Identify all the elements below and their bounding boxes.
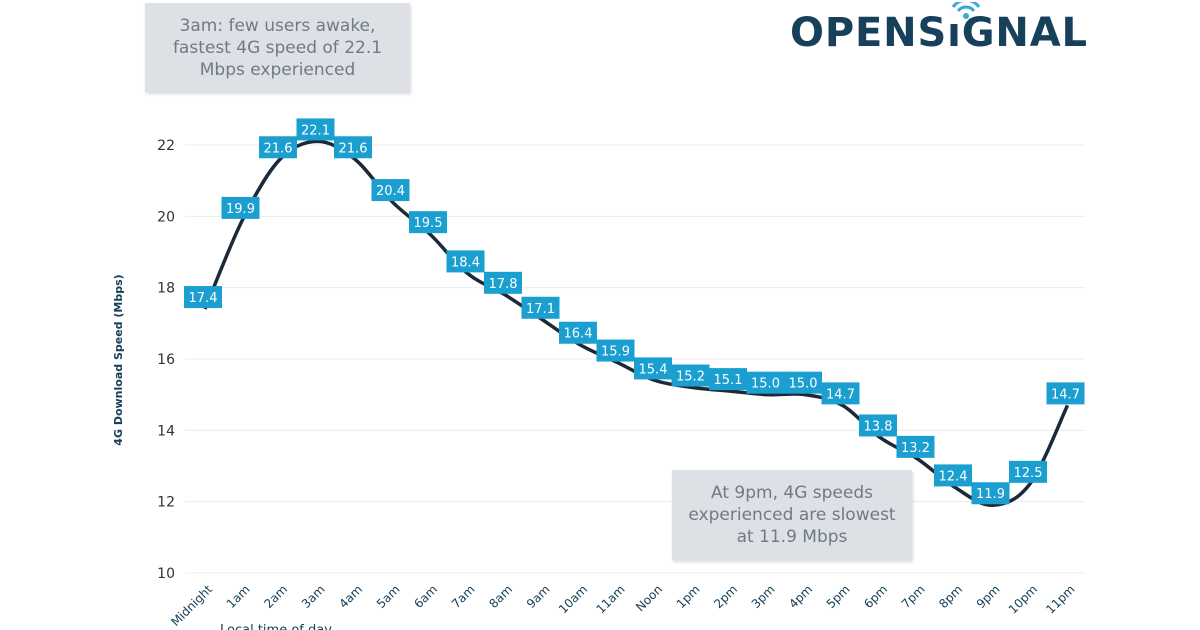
data-label-box bbox=[671, 364, 710, 387]
data-label-box bbox=[446, 250, 485, 273]
data-label: 12.4 bbox=[939, 469, 968, 484]
data-label: 15.2 bbox=[676, 370, 705, 385]
x-tick-label: 7pm bbox=[899, 582, 928, 611]
opensignal-logo: OPENSıGNAL bbox=[790, 0, 1090, 62]
x-tick-label: 6am bbox=[411, 582, 440, 611]
x-tick-label: Midnight bbox=[168, 582, 215, 629]
data-label-box bbox=[559, 321, 597, 344]
data-label-box bbox=[296, 118, 335, 141]
data-label: 18.4 bbox=[451, 255, 480, 270]
y-tick-label: 18 bbox=[157, 281, 175, 297]
y-tick-label: 20 bbox=[157, 209, 175, 225]
data-label: 20.4 bbox=[376, 184, 405, 199]
data-label: 14.7 bbox=[826, 387, 855, 402]
x-tick-label: 8pm bbox=[936, 582, 965, 611]
opensignal-logo-image: OPENSıGNAL bbox=[790, 0, 1088, 56]
data-label: 19.9 bbox=[226, 202, 255, 217]
y-tick-label: 14 bbox=[157, 423, 175, 439]
x-tick-label: 3pm bbox=[749, 582, 778, 611]
y-tick-label: 12 bbox=[157, 495, 175, 511]
y-tick-label: 22 bbox=[157, 138, 175, 154]
x-tick-label: 7am bbox=[449, 582, 478, 611]
x-tick-label: 5am bbox=[374, 582, 403, 611]
annotation-fastest-text: 3am: few users awake, fastest 4G speed o… bbox=[172, 15, 383, 80]
x-tick-label: 6pm bbox=[861, 582, 890, 611]
data-label-box bbox=[709, 368, 747, 391]
data-label: 11.9 bbox=[976, 487, 1005, 502]
data-label: 15.9 bbox=[601, 345, 630, 360]
data-label-box bbox=[484, 271, 522, 294]
data-label: 17.1 bbox=[526, 302, 555, 317]
x-tick-label: 10pm bbox=[1006, 582, 1040, 616]
annotation-fastest: 3am: few users awake, fastest 4G speed o… bbox=[145, 3, 410, 92]
data-label: 12.5 bbox=[1014, 466, 1043, 481]
x-tick-label: 11pm bbox=[1043, 582, 1077, 616]
data-label-box bbox=[184, 286, 222, 309]
data-label: 15.0 bbox=[789, 377, 818, 392]
x-tick-label: 9am bbox=[524, 582, 553, 611]
data-label: 21.6 bbox=[264, 141, 293, 156]
data-label: 15.1 bbox=[714, 373, 743, 388]
x-tick-label: 1am bbox=[224, 582, 253, 611]
data-label: 19.5 bbox=[414, 216, 443, 231]
x-tick-label: 8am bbox=[486, 582, 515, 611]
x-tick-label: Noon bbox=[633, 582, 665, 614]
x-tick-label: 10am bbox=[556, 582, 590, 616]
data-label-box bbox=[371, 179, 410, 202]
x-tick-label: 2am bbox=[261, 582, 290, 611]
data-label-box bbox=[1009, 460, 1047, 483]
data-label-box bbox=[784, 371, 822, 394]
x-tick-label: 2pm bbox=[711, 582, 740, 611]
data-label: 15.4 bbox=[639, 362, 668, 377]
data-label: 16.4 bbox=[564, 327, 593, 342]
data-label-box bbox=[934, 464, 972, 487]
data-label-box bbox=[821, 382, 860, 405]
svg-text:OPENSıGNAL: OPENSıGNAL bbox=[790, 10, 1087, 52]
data-label-box bbox=[971, 482, 1010, 505]
data-label-box bbox=[859, 414, 897, 437]
y-axis-label: 4G Download Speed (Mbps) bbox=[112, 274, 125, 445]
data-label-box bbox=[634, 357, 672, 380]
x-tick-label: 5pm bbox=[824, 582, 853, 611]
data-label: 17.8 bbox=[489, 277, 518, 292]
data-label: 22.1 bbox=[301, 123, 330, 138]
data-label: 15.0 bbox=[751, 377, 780, 392]
data-label-box bbox=[409, 211, 447, 234]
data-label-box bbox=[334, 136, 372, 159]
data-label-box bbox=[596, 339, 635, 362]
x-tick-label: 11am bbox=[593, 582, 627, 616]
data-label-box bbox=[521, 296, 560, 319]
data-label-box bbox=[259, 136, 297, 159]
data-label: 13.2 bbox=[901, 441, 930, 456]
data-label-box bbox=[746, 371, 785, 394]
data-label: 14.7 bbox=[1051, 387, 1080, 402]
annotation-slowest: At 9pm, 4G speeds experienced are slowes… bbox=[672, 470, 912, 560]
x-tick-label: 3am bbox=[299, 582, 328, 611]
annotation-slowest-text: At 9pm, 4G speeds experienced are slowes… bbox=[688, 483, 896, 547]
y-tick-label: 10 bbox=[157, 566, 175, 582]
x-axis-label: Local time of day bbox=[220, 623, 332, 630]
x-tick-label: 4am bbox=[336, 582, 365, 611]
data-label: 21.6 bbox=[339, 141, 368, 156]
data-label-box bbox=[1046, 382, 1085, 405]
data-label-box bbox=[221, 196, 260, 219]
data-label-box bbox=[896, 435, 935, 458]
data-label: 17.4 bbox=[189, 291, 218, 306]
data-label: 13.8 bbox=[864, 419, 893, 434]
x-tick-label: 1pm bbox=[674, 582, 703, 611]
x-tick-label: 4pm bbox=[786, 582, 815, 611]
x-tick-label: 9pm bbox=[974, 582, 1003, 611]
y-tick-label: 16 bbox=[157, 352, 175, 368]
series-line bbox=[203, 139, 1070, 507]
